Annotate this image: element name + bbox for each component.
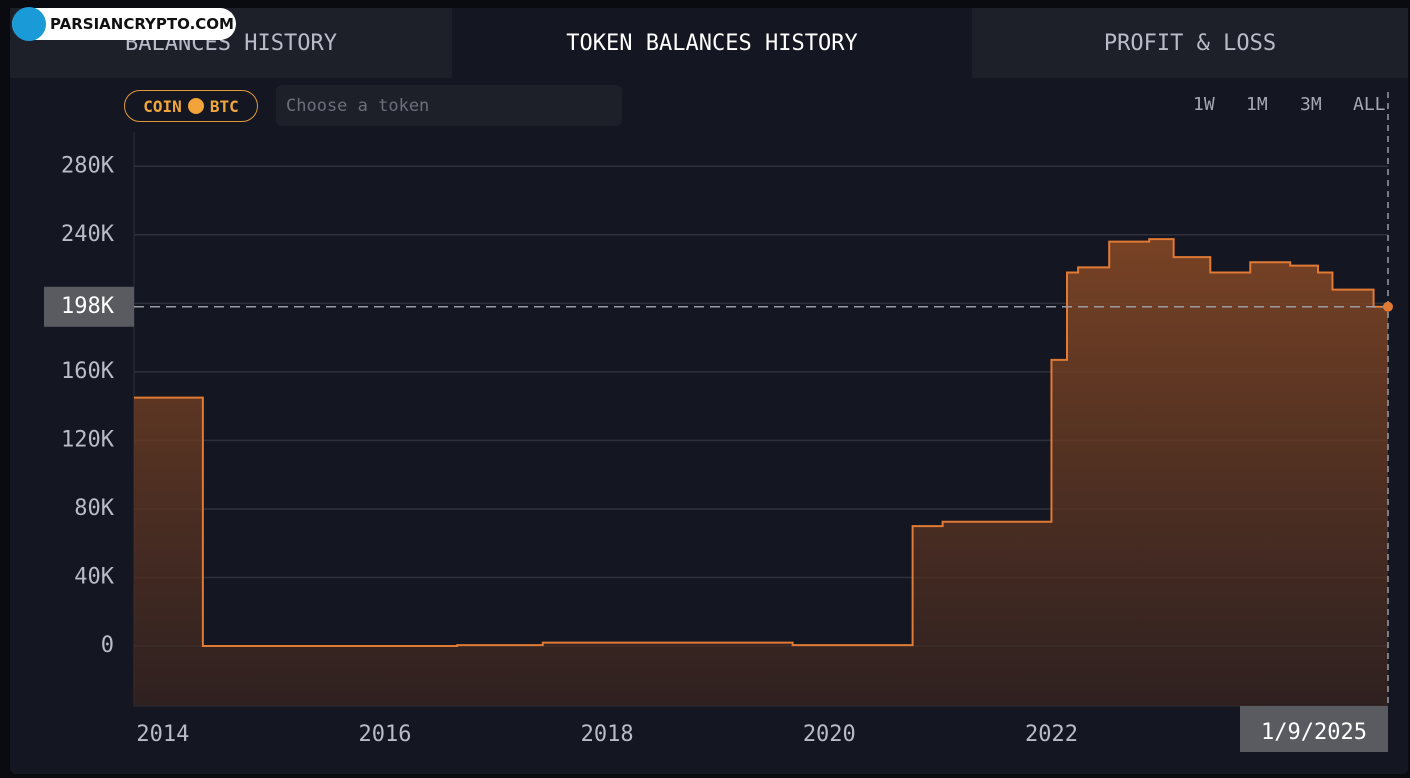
y-tick-label: 240K xyxy=(61,222,115,247)
line xyxy=(134,238,1388,648)
y-tick-label: 160K xyxy=(61,359,115,384)
x-tick-label: 2022 xyxy=(1025,722,1078,747)
range-button[interactable]: 3M xyxy=(1300,94,1322,115)
coin-label: COIN xyxy=(143,96,182,116)
range-button[interactable]: 1M xyxy=(1246,94,1268,115)
logo xyxy=(12,7,46,41)
x-tick-label: 2014 xyxy=(136,722,189,747)
area xyxy=(134,239,1388,707)
x-tick-label: 2016 xyxy=(359,722,412,747)
x-tick-label: 2020 xyxy=(803,722,856,747)
x-tick-label: 2018 xyxy=(581,722,634,747)
y-tick-label: 280K xyxy=(61,153,115,178)
token-input[interactable]: Choose a token xyxy=(276,85,622,126)
date-label: 1/9/2025 xyxy=(1261,720,1367,745)
watermark: PARSIANCRYPTO.COM xyxy=(12,7,236,41)
range-button[interactable]: 1W xyxy=(1193,94,1215,115)
y-tick-label: 0 xyxy=(101,633,114,658)
watermark-text: PARSIANCRYPTO.COM xyxy=(50,15,234,33)
tab[interactable]: TOKEN BALANCES HISTORY xyxy=(566,30,858,56)
coin-filter[interactable]: COIN BTC xyxy=(124,90,258,122)
date-label-box xyxy=(1240,706,1388,752)
crosshair-dot xyxy=(1383,301,1393,312)
value-label-box xyxy=(44,286,134,327)
y-tick-label: 40K xyxy=(74,564,114,589)
tab[interactable]: PROFIT & LOSS xyxy=(972,8,1408,78)
range-button[interactable]: ALL xyxy=(1353,94,1386,115)
value-label: 198K xyxy=(61,294,115,319)
y-tick-label: 120K xyxy=(61,427,115,452)
y-tick-label: 80K xyxy=(74,496,114,521)
btc-icon xyxy=(187,98,204,114)
token-label: BTC xyxy=(209,96,239,116)
